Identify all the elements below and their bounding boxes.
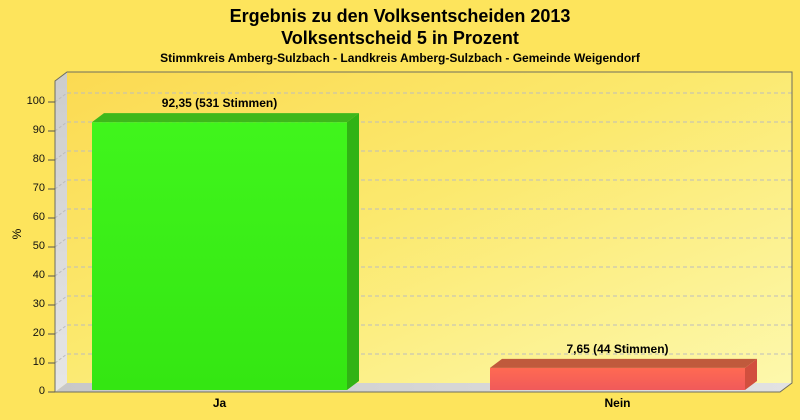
chart-region-line: Stimmkreis Amberg-Sulzbach - Landkreis A…: [160, 51, 640, 65]
gridline-wall-segment: [54, 179, 68, 190]
bar-side-ja: [347, 113, 359, 390]
bar-front-nein: [490, 367, 745, 390]
chart-title: Ergebnis zu den Volksentscheiden 2013: [229, 6, 571, 26]
gridline-wall-segment: [54, 353, 68, 364]
chart-subtitle: Volksentscheid 5 in Prozent: [281, 28, 519, 48]
plot-left-wall: [55, 72, 67, 392]
bar-top-nein: [490, 358, 757, 368]
gridline-wall-segment: [54, 237, 68, 248]
bar-top-ja: [92, 113, 359, 123]
gridline-wall-segment: [54, 324, 68, 335]
bar-front-ja: [92, 122, 347, 390]
gridline-wall-segment: [54, 150, 68, 161]
y-tick-marks: [48, 101, 55, 393]
plot-outline: [54, 71, 793, 393]
bar-side-nein: [745, 358, 757, 390]
gridline-wall-segment: [54, 295, 68, 306]
gridline-wall-segment: [54, 121, 68, 132]
gridline-wall-segment: [54, 92, 68, 103]
gridline-wall-segment: [54, 208, 68, 219]
bars: [92, 113, 757, 390]
gridline-wall-segment: [54, 266, 68, 277]
